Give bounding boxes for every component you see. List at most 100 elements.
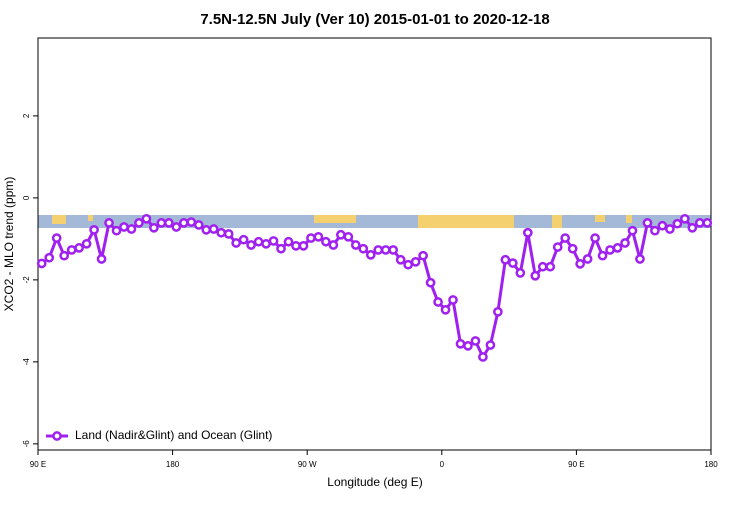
point	[44, 252, 55, 263]
point	[104, 218, 114, 228]
point	[261, 238, 271, 249]
point	[193, 220, 204, 230]
point	[522, 227, 533, 238]
point	[336, 229, 346, 240]
point	[313, 231, 324, 242]
point	[268, 236, 279, 246]
point	[395, 254, 406, 265]
point	[81, 238, 92, 249]
point	[306, 233, 316, 243]
point	[253, 236, 264, 247]
point	[560, 233, 571, 243]
point	[679, 213, 690, 224]
y-tick-label: 0	[22, 195, 31, 200]
point	[388, 245, 399, 255]
point	[365, 250, 376, 260]
point	[201, 225, 212, 235]
point	[111, 225, 122, 236]
point	[373, 245, 384, 255]
land-patch	[626, 215, 632, 223]
point	[493, 306, 503, 317]
point	[635, 254, 645, 264]
point	[642, 218, 653, 228]
land-patch	[418, 215, 514, 228]
point	[702, 218, 713, 228]
legend-label: Land (Nadir&Glint) and Ocean (Glint)	[75, 428, 272, 442]
chart-title: 7.5N-12.5N July (Ver 10) 2015-01-01 to 2…	[200, 11, 549, 28]
point	[216, 227, 227, 238]
point	[665, 224, 675, 234]
point	[463, 341, 473, 351]
legend-marker	[52, 431, 62, 441]
point	[672, 218, 683, 229]
point	[425, 277, 436, 288]
point	[178, 218, 189, 228]
point	[164, 218, 174, 228]
ocean-band	[38, 215, 711, 228]
y-tick-label: 2	[22, 113, 31, 118]
point	[74, 243, 84, 253]
point	[350, 240, 361, 250]
land-ocean-strip	[38, 215, 711, 228]
point	[575, 259, 585, 269]
point	[418, 250, 428, 261]
point	[470, 336, 481, 346]
point	[149, 222, 159, 233]
land-patch	[88, 215, 93, 221]
y-tick-label: -2	[22, 276, 31, 284]
point	[238, 234, 249, 245]
point	[485, 340, 496, 350]
point	[246, 240, 256, 250]
point	[590, 233, 600, 243]
point	[223, 229, 234, 239]
point	[478, 352, 488, 362]
point	[627, 225, 638, 236]
point	[380, 245, 391, 255]
point	[410, 256, 421, 267]
x-tick-label: 90 W	[298, 460, 317, 469]
point	[276, 243, 286, 254]
point	[515, 268, 526, 278]
point	[403, 259, 413, 270]
point	[66, 245, 77, 255]
point	[612, 243, 623, 253]
point	[141, 213, 152, 224]
point	[328, 240, 339, 250]
y-tick-label: -6	[22, 440, 31, 448]
point	[507, 258, 518, 268]
point	[448, 295, 458, 305]
point	[537, 261, 548, 272]
point	[208, 224, 219, 234]
land-patch	[314, 215, 356, 223]
x-axis-label: Longitude (deg E)	[327, 475, 422, 489]
x-tick-label: 90 E	[568, 460, 584, 469]
point	[620, 238, 630, 248]
point	[694, 218, 705, 228]
point	[358, 243, 369, 254]
point	[500, 254, 511, 265]
point	[51, 233, 62, 243]
point	[545, 261, 556, 272]
point	[96, 254, 107, 264]
y-tick-label: -4	[22, 358, 31, 366]
land-patch	[552, 215, 562, 228]
point	[433, 297, 443, 307]
point	[283, 236, 294, 247]
point	[597, 250, 608, 261]
point	[687, 222, 698, 233]
series-line	[40, 216, 708, 361]
land-patch	[595, 215, 605, 222]
point	[186, 217, 197, 227]
point	[156, 218, 167, 228]
point	[59, 250, 70, 261]
x-tick-label: 180	[704, 460, 718, 469]
point	[567, 243, 578, 254]
point	[343, 231, 354, 242]
point	[134, 218, 144, 228]
point	[321, 236, 331, 247]
point	[657, 220, 668, 231]
point	[89, 225, 99, 235]
x-tick-label: 180	[166, 460, 180, 469]
